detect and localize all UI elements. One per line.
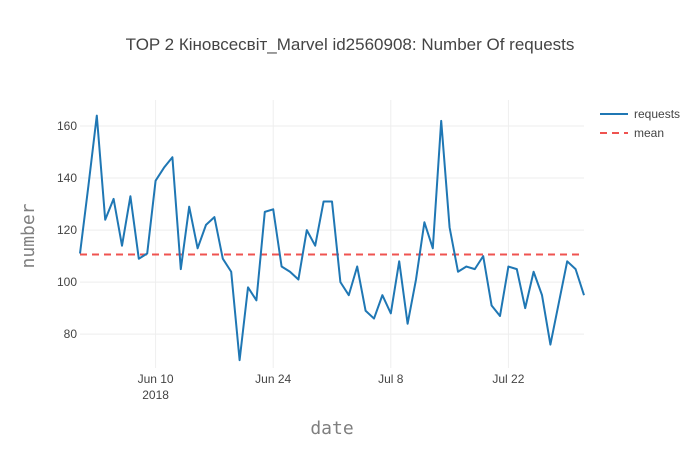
x-tick-label: Jun 10: [138, 372, 174, 386]
x-tick-label: Jun 24: [255, 372, 291, 386]
x-tick-label: Jul 22: [492, 372, 524, 386]
x-tick-label: Jul 8: [378, 372, 404, 386]
chart-title: TOP 2 Кіновсесвіт_Marvel id2560908: Numb…: [125, 35, 575, 54]
legend-label-requests: requests: [634, 107, 680, 121]
x-tick-sublabel: 2018: [142, 388, 169, 402]
y-axis-title: number: [18, 203, 39, 268]
y-tick-label: 160: [57, 119, 77, 133]
series-layer: [79, 114, 585, 362]
y-tick-label: 100: [57, 275, 77, 289]
legend: requests mean: [600, 107, 680, 140]
tick-layer: 80 100 120 140 160 Jun 10 2018 Jun 24 Jul 8 Jul 2…: [57, 119, 525, 402]
grid-layer: [80, 100, 584, 368]
y-tick-label: 120: [57, 223, 77, 237]
x-axis-title: date: [310, 418, 353, 439]
y-tick-label: 140: [57, 171, 77, 185]
legend-label-mean: mean: [634, 126, 664, 140]
y-tick-label: 80: [64, 327, 78, 341]
